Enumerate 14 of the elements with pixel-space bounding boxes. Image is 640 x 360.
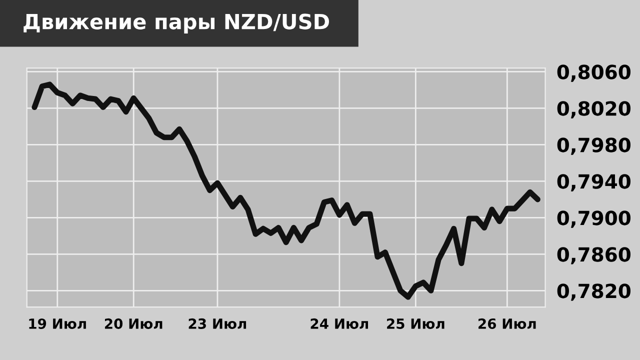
y-tick-label: 0,7980 xyxy=(557,138,630,155)
y-tick-label: 0,8060 xyxy=(557,64,630,82)
y-tick-label: 0,7820 xyxy=(557,284,630,301)
chart-title: Движение пары NZD/USD xyxy=(24,14,329,34)
x-tick-label: 20 Июл xyxy=(104,318,162,329)
y-tick-label: 0,7900 xyxy=(557,210,630,228)
x-tick-label: 23 Июл xyxy=(188,318,246,329)
y-tick-label: 0,7860 xyxy=(557,247,630,264)
y-tick-label: 0,8020 xyxy=(557,101,630,118)
x-tick-label: 26 Июл xyxy=(478,318,536,329)
x-tick-label: 25 Июл xyxy=(387,318,444,329)
x-tick-label: 19 Июл xyxy=(29,318,86,329)
x-tick-label: 24 Июл xyxy=(310,318,368,329)
y-tick-label: 0,7940 xyxy=(557,174,630,192)
